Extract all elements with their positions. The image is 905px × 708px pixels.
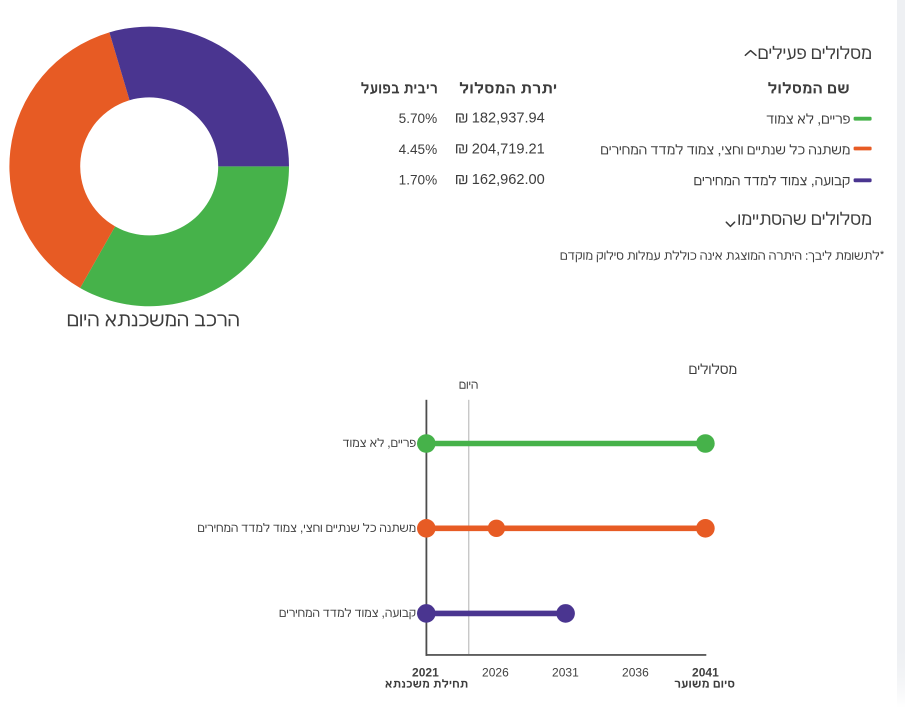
svg-text:2026: 2026 bbox=[482, 665, 509, 679]
svg-text:204,719.21: 204,719.21 bbox=[472, 141, 545, 157]
svg-text:1.70%: 1.70% bbox=[399, 173, 438, 188]
svg-text:2036: 2036 bbox=[622, 665, 649, 679]
svg-text:2031: 2031 bbox=[552, 665, 579, 679]
svg-text:162,962.00: 162,962.00 bbox=[472, 172, 545, 188]
svg-text:4.45%: 4.45% bbox=[399, 142, 438, 157]
svg-text:2041: 2041 bbox=[692, 665, 719, 679]
svg-text:2021: 2021 bbox=[412, 665, 439, 679]
svg-text:182,937.94: 182,937.94 bbox=[472, 111, 545, 127]
svg-text:5.70%: 5.70% bbox=[399, 111, 438, 126]
